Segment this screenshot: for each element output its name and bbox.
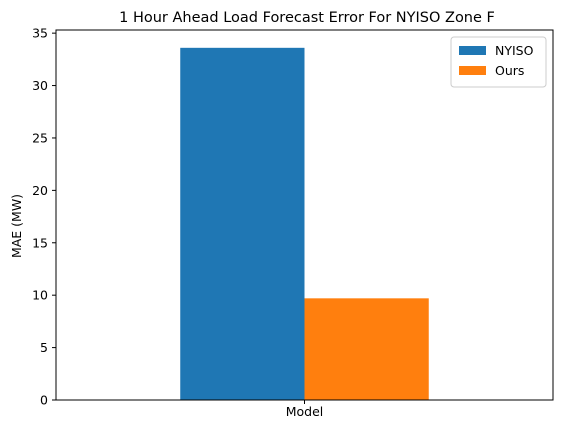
x-tick-label: Model	[286, 404, 324, 419]
y-tick-label: 20	[32, 183, 48, 198]
plot-area	[180, 47, 429, 400]
legend-label-ours: Ours	[495, 63, 524, 78]
y-tick-label: 10	[32, 288, 48, 303]
y-tick-label: 35	[32, 26, 48, 41]
bar-ours	[304, 298, 429, 400]
legend-swatch-ours	[459, 66, 486, 75]
legend-label-nyiso: NYISO	[495, 43, 534, 58]
legend: NYISO Ours	[450, 36, 547, 88]
bar-nyiso	[180, 47, 305, 400]
y-tick-label: 5	[40, 340, 48, 355]
chart-title: 1 Hour Ahead Load Forecast Error For NYI…	[119, 10, 495, 26]
y-tick-label: 25	[32, 130, 48, 145]
axes: 0 5 10 15 20 25 30 35 Model	[32, 26, 554, 419]
y-tick-label: 30	[32, 78, 48, 93]
y-axis-label: MAE (MW)	[9, 194, 24, 258]
y-tick-label: 0	[40, 393, 48, 408]
y-tick-label: 15	[32, 235, 48, 250]
legend-swatch-nyiso	[459, 46, 486, 55]
